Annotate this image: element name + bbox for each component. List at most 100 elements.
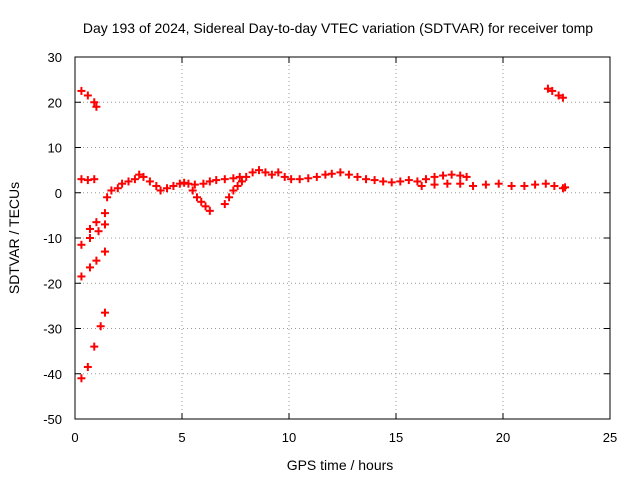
data-point (103, 193, 112, 202)
data-point (336, 168, 345, 177)
data-point (145, 177, 154, 186)
data-point (274, 168, 283, 177)
data-point (135, 170, 144, 179)
y-tick-label: -50 (43, 412, 62, 427)
data-point (92, 256, 101, 265)
data-point (90, 98, 99, 107)
data-point (379, 177, 388, 186)
data-point (220, 175, 229, 184)
data-point (163, 184, 172, 193)
data-point (469, 181, 478, 190)
data-point (550, 181, 559, 190)
chart-title: Day 193 of 2024, Sidereal Day-to-day VTE… (83, 20, 593, 36)
data-point (541, 179, 550, 188)
data-point (192, 193, 201, 202)
data-point (100, 209, 109, 218)
y-tick-label: 0 (55, 186, 62, 201)
data-point (199, 179, 208, 188)
data-point (83, 91, 92, 100)
data-point (304, 174, 313, 183)
data-point (83, 362, 92, 371)
data-point (94, 227, 103, 236)
data-point (100, 247, 109, 256)
data-point (362, 175, 371, 184)
x-tick-label: 5 (178, 430, 185, 445)
data-point (190, 180, 199, 189)
y-tick-label: 10 (48, 141, 62, 156)
y-axis-ticks: 30 20 10 0 -10 -20 -30 -40 -50 (43, 50, 610, 427)
y-tick-label: -10 (43, 231, 62, 246)
data-point (77, 240, 86, 249)
x-axis-label: GPS time / hours (287, 457, 394, 473)
data-point (201, 202, 210, 211)
data-point (85, 234, 94, 242)
data-point (92, 218, 101, 227)
data-point (558, 93, 567, 102)
data-point (370, 176, 379, 185)
data-point (233, 181, 242, 190)
data-point (439, 171, 448, 180)
y-tick-label: 20 (48, 95, 62, 110)
data-point (295, 175, 304, 184)
data-point (494, 179, 503, 188)
x-axis-ticks: 0 5 10 15 20 25 (71, 57, 617, 445)
data-point (77, 272, 86, 281)
data-point (225, 193, 234, 202)
data-point (456, 179, 465, 188)
data-point (100, 308, 109, 317)
data-point (205, 206, 214, 215)
data-point (267, 170, 276, 179)
data-point (100, 220, 109, 229)
x-tick-label: 20 (496, 430, 510, 445)
y-axis-label: SDTVAR / TECUs (6, 182, 22, 294)
data-point (443, 179, 452, 188)
data-point (85, 263, 94, 272)
data-point (261, 168, 270, 177)
data-point (287, 175, 296, 184)
data-point (139, 172, 148, 181)
x-tick-label: 15 (389, 430, 403, 445)
chart-grid (75, 57, 610, 419)
data-point (447, 170, 456, 179)
data-point (130, 175, 139, 184)
data-point (543, 84, 552, 93)
data-point (90, 342, 99, 351)
data-point (220, 200, 229, 209)
data-point (520, 181, 529, 190)
data-point (327, 169, 336, 178)
data-point (113, 184, 122, 193)
data-point (96, 322, 105, 331)
data-point (118, 179, 127, 188)
data-point (242, 172, 251, 181)
data-point (561, 183, 570, 192)
data-points (77, 84, 570, 383)
data-point (197, 197, 206, 206)
data-point (237, 177, 246, 186)
data-point (280, 172, 289, 181)
data-point (77, 374, 86, 383)
data-point (85, 224, 94, 233)
data-point (430, 172, 439, 181)
data-point (124, 177, 133, 186)
data-point (531, 180, 540, 189)
data-point (205, 177, 214, 186)
data-point (212, 176, 221, 185)
data-point (456, 171, 465, 180)
x-tick-label: 25 (603, 430, 617, 445)
data-point (430, 180, 439, 189)
data-point (169, 181, 178, 190)
data-point (312, 172, 321, 181)
data-point (344, 170, 353, 179)
data-point (77, 86, 86, 95)
data-point (152, 181, 161, 190)
data-point (90, 175, 99, 184)
data-point (353, 172, 362, 181)
data-point (229, 186, 238, 195)
data-point (413, 177, 422, 186)
data-point (481, 180, 490, 189)
y-tick-label: -30 (43, 322, 62, 337)
data-point (255, 166, 264, 175)
data-point (462, 172, 471, 181)
data-point (92, 102, 101, 111)
